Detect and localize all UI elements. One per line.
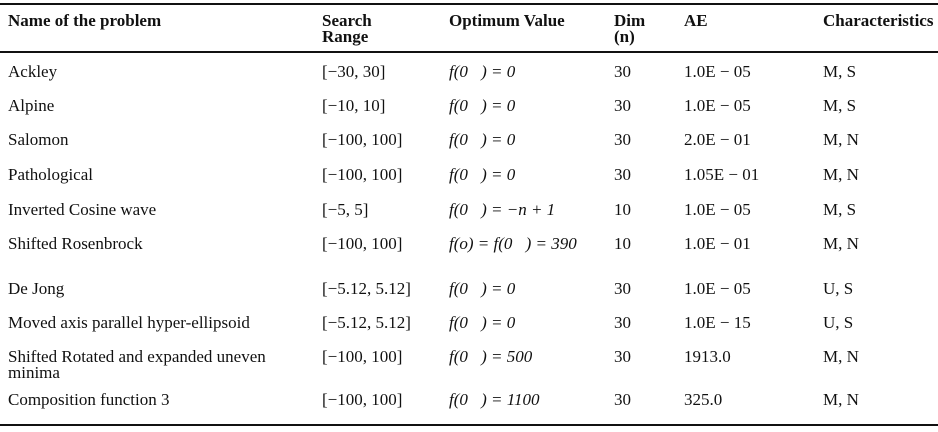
cell-characteristics: M, S [823, 96, 857, 115]
cell-optimum-value: f(0⃗) = 1100 [449, 390, 540, 409]
cell-optimum-value: f(0⃗) = 500 [449, 347, 533, 366]
cell-name: Ackley [8, 62, 58, 81]
cell-ae: 1.0E − 15 [684, 313, 751, 332]
cell-ae: 1.0E − 05 [684, 62, 751, 81]
cell-search-range: [−100, 100] [322, 130, 403, 149]
cell-search-range: [−5.12, 5.12] [322, 279, 411, 298]
cell-search-range: [−100, 100] [322, 390, 403, 409]
cell-ae: 2.0E − 01 [684, 130, 751, 149]
cell-characteristics: M, N [823, 347, 859, 366]
cell-characteristics: M, S [823, 200, 857, 219]
cell-ae: 1.0E − 05 [684, 279, 751, 298]
cell-optimum-value: f(o) = f(0⃗) = 390 [449, 234, 577, 253]
cell-search-range: [−100, 100] [322, 347, 403, 366]
cell-name: Moved axis parallel hyper-ellipsoid [8, 313, 250, 332]
cell-dim: 30 [614, 279, 631, 298]
cell-characteristics: M, N [823, 234, 859, 253]
cell-characteristics: M, S [823, 62, 857, 81]
cell-characteristics: U, S [823, 313, 854, 332]
cell-dim: 30 [614, 165, 631, 184]
cell-dim: 30 [614, 96, 631, 115]
cell-ae: 1913.0 [684, 347, 731, 366]
header-search-range: Search Range [322, 11, 372, 46]
cell-ae: 1.0E − 05 [684, 200, 751, 219]
cell-characteristics: M, N [823, 130, 859, 149]
cell-name: Shifted Rotated and expanded uneven mini… [8, 347, 266, 382]
table-bottom-rule [0, 424, 938, 426]
cell-name: Salomon [8, 130, 69, 149]
cell-dim: 10 [614, 200, 631, 219]
cell-characteristics: M, N [823, 390, 859, 409]
cell-dim: 30 [614, 62, 631, 81]
cell-name: Shifted Rosenbrock [8, 234, 143, 253]
cell-search-range: [−100, 100] [322, 165, 403, 184]
table-header-rule [0, 51, 938, 53]
header-dim: Dim (n) [614, 11, 646, 46]
header-optimum-value: Optimum Value [449, 11, 565, 30]
cell-optimum-value: f(0⃗) = 0 [449, 96, 516, 115]
cell-name: Alpine [8, 96, 55, 115]
cell-search-range: [−5.12, 5.12] [322, 313, 411, 332]
header-name: Name of the problem [8, 11, 162, 30]
cell-characteristics: U, S [823, 279, 854, 298]
cell-optimum-value: f(0⃗) = −n + 1 [449, 200, 556, 219]
cell-dim: 30 [614, 313, 631, 332]
cell-name: Pathological [8, 165, 93, 184]
cell-optimum-value: f(0⃗) = 0 [449, 279, 516, 298]
cell-optimum-value: f(0⃗) = 0 [449, 165, 516, 184]
cell-dim: 10 [614, 234, 631, 253]
cell-optimum-value: f(0⃗) = 0 [449, 313, 516, 332]
cell-dim: 30 [614, 390, 631, 409]
cell-dim: 30 [614, 347, 631, 366]
cell-name: De Jong [8, 279, 65, 298]
cell-ae: 1.0E − 05 [684, 96, 751, 115]
cell-search-range: [−10, 10] [322, 96, 386, 115]
cell-ae: 325.0 [684, 390, 723, 409]
table-top-rule [0, 3, 938, 5]
cell-search-range: [−30, 30] [322, 62, 386, 81]
cell-optimum-value: f(0⃗) = 0 [449, 130, 516, 149]
cell-optimum-value: f(0⃗) = 0 [449, 62, 516, 81]
cell-search-range: [−5, 5] [322, 200, 369, 219]
header-ae: AE [684, 11, 708, 30]
cell-name: Inverted Cosine wave [8, 200, 157, 219]
header-characteristics: Characteristics [823, 11, 934, 30]
cell-name: Composition function 3 [8, 390, 170, 409]
cell-search-range: [−100, 100] [322, 234, 403, 253]
cell-characteristics: M, N [823, 165, 859, 184]
cell-ae: 1.0E − 01 [684, 234, 751, 253]
cell-ae: 1.05E − 01 [684, 165, 760, 184]
cell-dim: 30 [614, 130, 631, 149]
